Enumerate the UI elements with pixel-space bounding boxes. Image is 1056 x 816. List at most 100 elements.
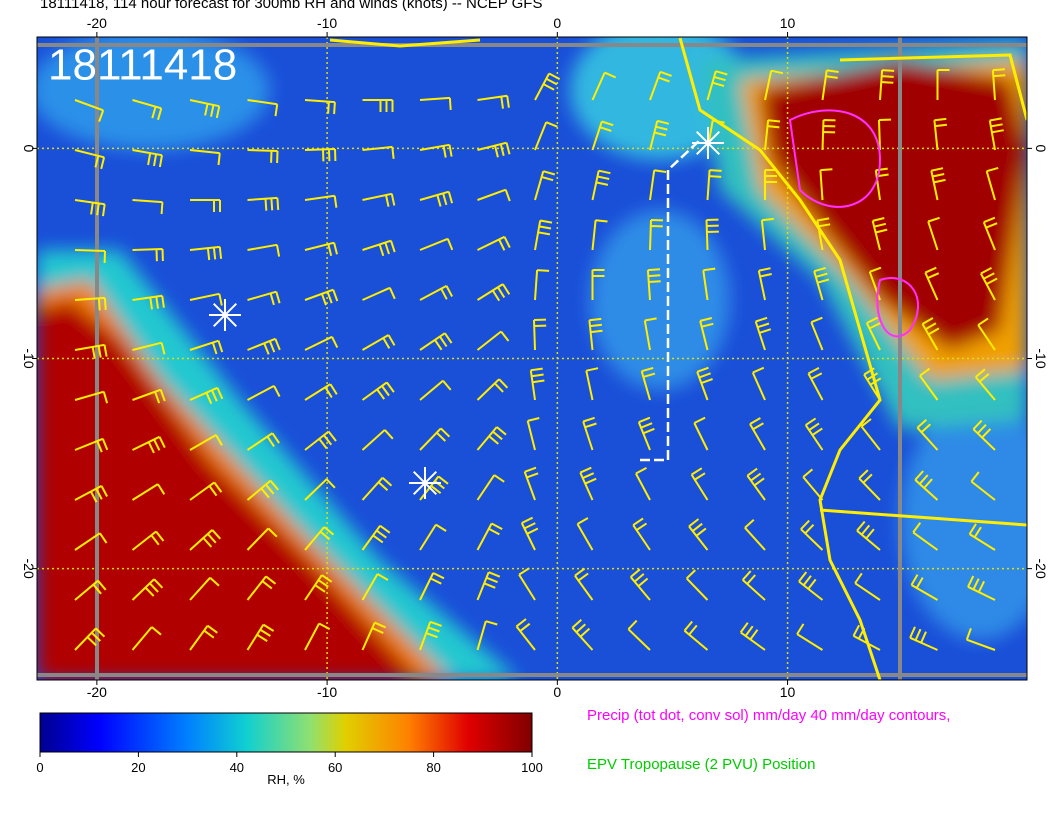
wind-barb	[534, 219, 553, 251]
wind-barb	[821, 119, 836, 151]
wind-barb	[576, 517, 594, 551]
wind-barb	[571, 618, 594, 651]
wind-barb	[361, 621, 387, 651]
wind-barb	[865, 316, 881, 351]
position-marker	[409, 467, 441, 499]
wind-barb	[419, 96, 452, 110]
wind-barb	[749, 417, 766, 451]
wind-barb	[189, 624, 218, 651]
x-tick-label: 10	[780, 684, 796, 700]
wind-barb	[189, 149, 221, 166]
colorbar	[39, 712, 533, 753]
wind-barb	[764, 69, 784, 101]
wind-barb	[991, 68, 1006, 101]
wind-barb	[362, 286, 396, 301]
wind-barb	[534, 121, 558, 151]
wind-barb	[476, 426, 507, 451]
wind-barb	[74, 149, 106, 170]
wind-barb	[361, 476, 393, 501]
wind-barb	[746, 467, 766, 501]
x-tick-label: 0	[553, 684, 561, 700]
wind-barb	[362, 99, 394, 112]
wind-barb	[800, 519, 824, 551]
wind-barb	[988, 117, 1004, 151]
wind-barb	[476, 571, 501, 601]
wind-barb	[754, 316, 772, 351]
wind-barb	[361, 429, 394, 451]
wind-barb	[132, 435, 166, 454]
wind-barb	[190, 199, 221, 212]
wind-barb	[798, 571, 824, 601]
x-tick-label: -10	[317, 684, 337, 700]
wind-barb	[246, 623, 275, 651]
wind-barb	[968, 523, 996, 551]
x-tick-label: -20	[87, 15, 107, 31]
wind-barb	[526, 417, 540, 451]
wind-barb	[362, 192, 396, 207]
wind-barb	[588, 317, 603, 351]
wind-barb	[921, 317, 940, 351]
wind-barb	[189, 386, 224, 405]
wind-barb	[972, 419, 996, 451]
wind-barb	[741, 570, 766, 601]
wind-barb	[247, 290, 281, 306]
wind-barb	[764, 169, 777, 200]
wind-barb	[534, 72, 561, 101]
wind-barb	[304, 99, 336, 115]
y-tick-label: -10	[21, 348, 37, 368]
wind-barb	[515, 618, 536, 651]
y-tick-label: -20	[1033, 559, 1049, 579]
wind-barb	[361, 524, 391, 551]
wind-barb	[189, 292, 223, 306]
wind-barb	[965, 628, 996, 651]
wind-barb	[132, 149, 163, 168]
wind-barb	[649, 219, 664, 251]
wind-barb	[930, 167, 946, 201]
epv-legend: EPV Tropopause (2 PVU) Position	[587, 756, 815, 773]
wind-barb	[863, 367, 882, 401]
wind-barb	[246, 432, 280, 451]
wind-barb	[419, 620, 442, 651]
wind-barb	[910, 574, 938, 601]
wind-barb	[246, 527, 278, 551]
wind-barb	[131, 483, 166, 501]
wind-barb	[635, 467, 651, 501]
wind-barb	[476, 283, 511, 302]
wind-barb	[909, 626, 938, 651]
wind-barb	[74, 579, 107, 601]
wind-barb	[693, 416, 709, 451]
wind-barb	[858, 469, 881, 501]
wind-barb	[534, 170, 556, 201]
wind-barb	[361, 573, 389, 601]
wind-barb	[419, 379, 452, 401]
wind-barb	[591, 219, 608, 251]
precip-legend: Precip (tot dot, conv sol) mm/day 40 mm/…	[587, 707, 950, 724]
wind-barb	[705, 218, 719, 251]
wind-barb	[476, 330, 510, 351]
wind-barb	[304, 194, 338, 208]
wind-barb	[813, 266, 830, 301]
wind-barb	[74, 437, 109, 453]
wind-barb	[919, 367, 939, 401]
wind-barb	[977, 317, 996, 351]
wind-barb	[974, 368, 996, 401]
colorbar-label: RH, %	[267, 772, 305, 787]
wind-barb	[131, 578, 164, 601]
wind-barb	[304, 526, 335, 551]
y-tick-label: 0	[1033, 144, 1049, 152]
wind-barb	[591, 169, 611, 201]
wind-barb	[247, 99, 279, 117]
wind-barb	[74, 296, 107, 311]
wind-barb	[419, 237, 454, 251]
colorbar-tick-label: 0	[36, 760, 43, 775]
wind-barb	[520, 516, 539, 551]
wind-barb	[706, 169, 722, 201]
wind-barb	[936, 69, 950, 100]
wind-barb	[189, 99, 221, 119]
wind-barb	[760, 217, 774, 251]
wind-barb	[131, 530, 165, 551]
wind-barb	[74, 249, 106, 264]
wind-barb	[982, 216, 998, 251]
wind-barb	[362, 145, 395, 159]
wind-barb	[304, 622, 331, 651]
